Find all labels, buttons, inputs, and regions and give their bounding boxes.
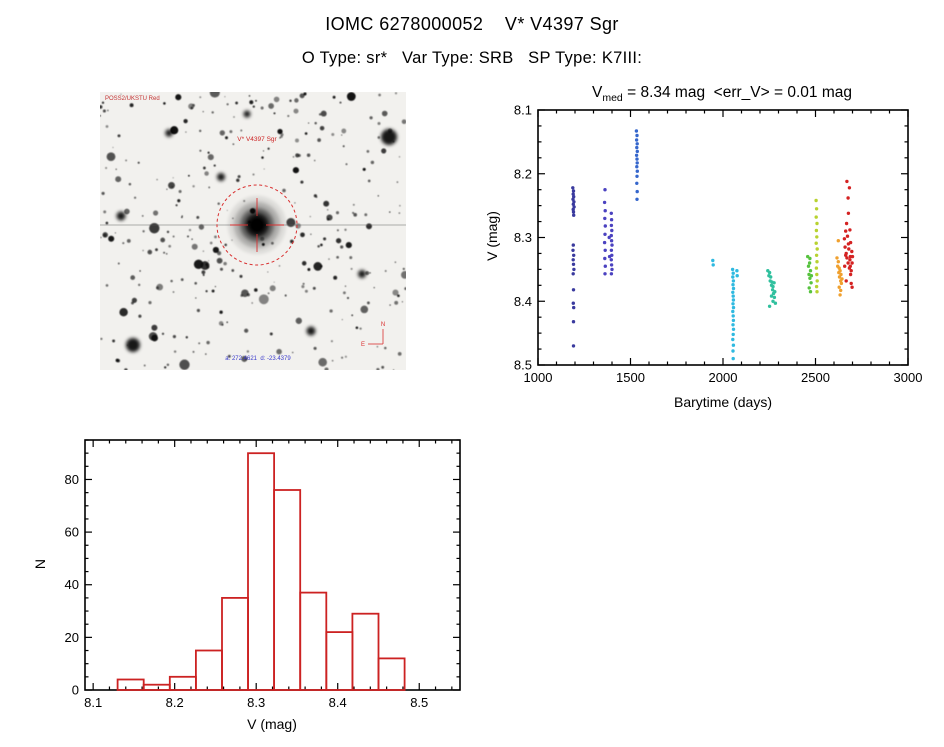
histogram-x-axis-label: V (mag): [247, 716, 297, 732]
histogram-panel: 8.1 8.2 8.3 8.4 8.5 0 20 40 60 80 N V (mag): [28, 432, 484, 744]
star-field: [100, 92, 406, 370]
series-epoch-1535: [634, 129, 639, 201]
tick-labels: 1000 1500 2000 2500 3000 8.1 8.2 8.3 8.4 8.5: [514, 103, 923, 386]
bright-stars: [116, 110, 397, 352]
light-curve-stats-title: Vmed = 8.34 mag <err_V> = 0.01 mag: [522, 84, 922, 104]
coordinates-label: a: 272.4621 d: -23.4379: [225, 356, 291, 362]
target-star: [100, 185, 406, 265]
svg-text:8.1: 8.1: [84, 695, 102, 710]
light-curve-x-axis-label: Barytime (days): [673, 394, 773, 410]
plot-frame: [84, 439, 461, 691]
axis-ticks: [85, 439, 460, 691]
series-epoch-1945: [711, 258, 715, 267]
light-curve-chart: 1000 1500 2000 2500 3000 8.1 8.2 8.3 8.4 8.5: [514, 103, 923, 386]
svg-text:8.1: 8.1: [514, 103, 532, 118]
compass-north-label: N: [381, 322, 385, 328]
page-title: IOMC 6278000052 V* V4397 Sgr: [325, 14, 619, 34]
vmed-subscript: med: [602, 92, 623, 105]
histogram-y-axis-label: N: [32, 558, 48, 570]
svg-text:8.2: 8.2: [166, 695, 184, 710]
svg-text:0: 0: [72, 683, 79, 698]
svg-text:20: 20: [65, 630, 79, 645]
series-epoch-1190: [571, 186, 576, 348]
svg-text:8.4: 8.4: [329, 695, 347, 710]
plot-frame: [537, 109, 909, 366]
series-epoch-2470: [806, 254, 814, 294]
series-epoch-2055: [730, 267, 739, 361]
svg-text:2000: 2000: [709, 370, 738, 385]
page-subtitle: O Type: sr* Var Type: SRB SP Type: K7III…: [301, 49, 643, 67]
svg-text:8.4: 8.4: [514, 294, 532, 309]
light-curve-y-axis-label: V (mag): [484, 211, 500, 261]
series-epoch-1380: [602, 188, 614, 276]
svg-text:80: 80: [65, 472, 79, 487]
histogram-bars: [116, 452, 406, 691]
svg-text:8.3: 8.3: [514, 230, 532, 245]
series-epoch-2630: [835, 239, 844, 297]
svg-text:8.2: 8.2: [514, 166, 532, 181]
survey-label: POSS2/UKSTU Red: [105, 96, 160, 102]
vmed-stats-text: = 8.34 mag <err_V> = 0.01 mag: [622, 84, 852, 101]
svg-text:1500: 1500: [616, 370, 645, 385]
vmed-symbol: V: [592, 84, 603, 101]
series-epoch-2505: [814, 198, 819, 294]
series-epoch-2680: [842, 179, 855, 289]
light-curve-panel: Vmed = 8.34 mag <err_V> = 0.01 mag 1000 1…: [482, 84, 938, 424]
tick-labels: 8.1 8.2 8.3 8.4 8.5 0 20 40 60 80: [65, 472, 429, 710]
magnitude-histogram-chart: 8.1 8.2 8.3 8.4 8.5 0 20 40 60 80: [65, 439, 461, 710]
svg-text:2500: 2500: [801, 370, 830, 385]
svg-text:3000: 3000: [894, 370, 923, 385]
target-name-label: V* V4397 Sgr: [237, 136, 277, 143]
svg-text:60: 60: [65, 525, 79, 540]
axis-ticks: [537, 109, 909, 366]
svg-text:1000: 1000: [524, 370, 553, 385]
target-marker: [216, 184, 298, 266]
svg-text:40: 40: [65, 577, 79, 592]
svg-text:8.5: 8.5: [514, 358, 532, 373]
compass-icon: [368, 329, 384, 345]
finding-chart-image: NE: [100, 92, 406, 370]
series-epoch-2260: [766, 269, 778, 308]
compass-east-label: E: [361, 342, 365, 348]
svg-text:8.3: 8.3: [247, 695, 265, 710]
svg-text:8.5: 8.5: [410, 695, 428, 710]
